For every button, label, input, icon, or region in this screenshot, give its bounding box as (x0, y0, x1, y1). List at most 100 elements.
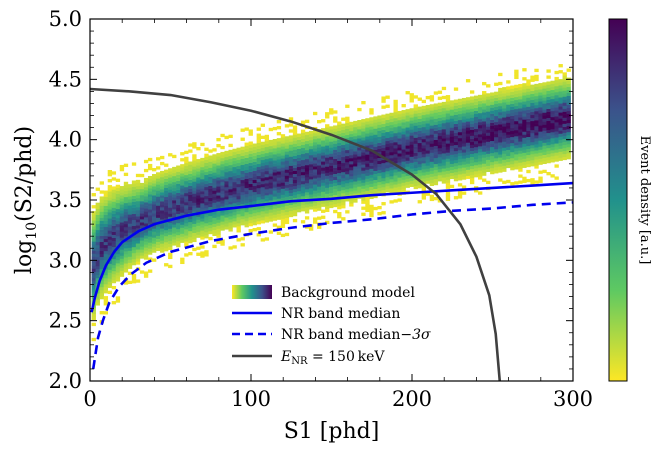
heatmap-cell (248, 195, 253, 200)
heatmap-cell (252, 164, 257, 168)
heatmap-cell (449, 163, 455, 167)
heatmap-cell (510, 85, 515, 89)
heatmap-cell (151, 174, 157, 178)
heatmap-cell (119, 231, 125, 235)
heatmap-cell (490, 149, 495, 154)
heatmap-cell (518, 180, 523, 184)
heatmap-cell (349, 145, 354, 150)
heatmap-cell (143, 271, 149, 275)
heatmap-cell (99, 223, 104, 227)
heatmap-cell (530, 120, 535, 125)
heatmap-cell (280, 155, 286, 159)
heatmap-cell (280, 188, 286, 192)
heatmap-cell (308, 142, 314, 147)
heatmap-cell (236, 147, 241, 152)
heatmap-cell (200, 227, 205, 231)
heatmap-cell (357, 107, 362, 112)
heatmap-cell (550, 125, 555, 130)
heatmap-cell (248, 189, 253, 194)
heatmap-cell (558, 82, 563, 86)
heatmap-cell (538, 92, 543, 96)
heatmap-cell (457, 140, 463, 145)
heatmap-cell (212, 175, 217, 179)
heatmap-cell (421, 151, 426, 155)
heatmap-cell (107, 215, 113, 219)
heatmap-cell (381, 211, 386, 215)
heatmap-cell (143, 180, 149, 185)
heatmap-cell (421, 99, 426, 104)
heatmap-cell (333, 116, 338, 120)
heatmap-cell (168, 210, 173, 214)
heatmap-cell (345, 210, 350, 214)
heatmap-cell (566, 80, 571, 84)
heatmap-cell (103, 296, 109, 300)
heatmap-cell (99, 217, 104, 221)
heatmap-cell (115, 260, 121, 264)
heatmap-cell (176, 210, 181, 215)
heatmap-cell (236, 201, 241, 206)
heatmap-cell (99, 202, 104, 206)
heatmap-cell (280, 134, 286, 138)
heatmap-cell (329, 189, 334, 193)
heatmap-cell (300, 177, 306, 182)
heatmap-cell (518, 138, 523, 142)
heatmap-cell (200, 179, 205, 183)
heatmap-cell (91, 217, 96, 221)
heatmap-cell (421, 129, 426, 134)
heatmap-cell (91, 235, 96, 239)
heatmap-cell (469, 177, 475, 182)
heatmap-cell (204, 250, 209, 254)
heatmap-cell (131, 198, 137, 202)
heatmap-cell (91, 241, 96, 245)
heatmap-cell (445, 164, 451, 168)
heatmap-cell (256, 145, 261, 149)
heatmap-cell (151, 231, 157, 235)
heatmap-cell (156, 205, 161, 209)
heatmap-cell (164, 208, 169, 213)
heatmap-cell (357, 180, 362, 184)
heatmap-cell (312, 202, 318, 206)
heatmap-cell (473, 128, 479, 133)
heatmap-cell (534, 129, 539, 133)
heatmap-cell (461, 104, 467, 108)
heatmap-cell (461, 164, 467, 168)
heatmap-cell (381, 174, 386, 179)
heatmap-cell (337, 172, 342, 177)
heatmap-cell (478, 146, 483, 150)
heatmap-cell (188, 227, 193, 232)
heatmap-cell (91, 205, 96, 209)
heatmap-cell (184, 168, 189, 173)
heatmap-cell (369, 162, 374, 166)
heatmap-cell (260, 205, 265, 209)
heatmap-cell (308, 182, 314, 186)
heatmap-cell (156, 223, 161, 227)
heatmap-cell (510, 88, 515, 92)
heatmap-cell (180, 239, 185, 243)
heatmap-cell (542, 91, 547, 95)
background-model-heatmap (91, 64, 571, 342)
heatmap-cell (325, 115, 330, 119)
heatmap-cell (212, 202, 217, 206)
heatmap-cell (385, 128, 390, 133)
heatmap-cell (421, 166, 426, 170)
heatmap-cell (502, 150, 507, 154)
heatmap-cell (453, 99, 459, 103)
heatmap-cell (429, 197, 435, 202)
heatmap-cell (397, 132, 402, 136)
heatmap-cell (333, 146, 338, 150)
heatmap-cell (256, 215, 261, 219)
heatmap-cell (425, 153, 431, 157)
heatmap-cell (280, 158, 286, 162)
heatmap-cell (296, 169, 302, 174)
heatmap-cell (288, 147, 294, 151)
heatmap-cell (425, 180, 431, 184)
heatmap-cell (433, 124, 439, 128)
heatmap-cell (208, 194, 213, 199)
heatmap-cell (95, 293, 100, 297)
heatmap-cell (325, 127, 330, 131)
heatmap-cell (373, 122, 378, 126)
heatmap-cell (393, 135, 398, 140)
heatmap-cell (325, 151, 330, 155)
heatmap-cell (212, 196, 217, 200)
heatmap-cell (421, 120, 426, 125)
